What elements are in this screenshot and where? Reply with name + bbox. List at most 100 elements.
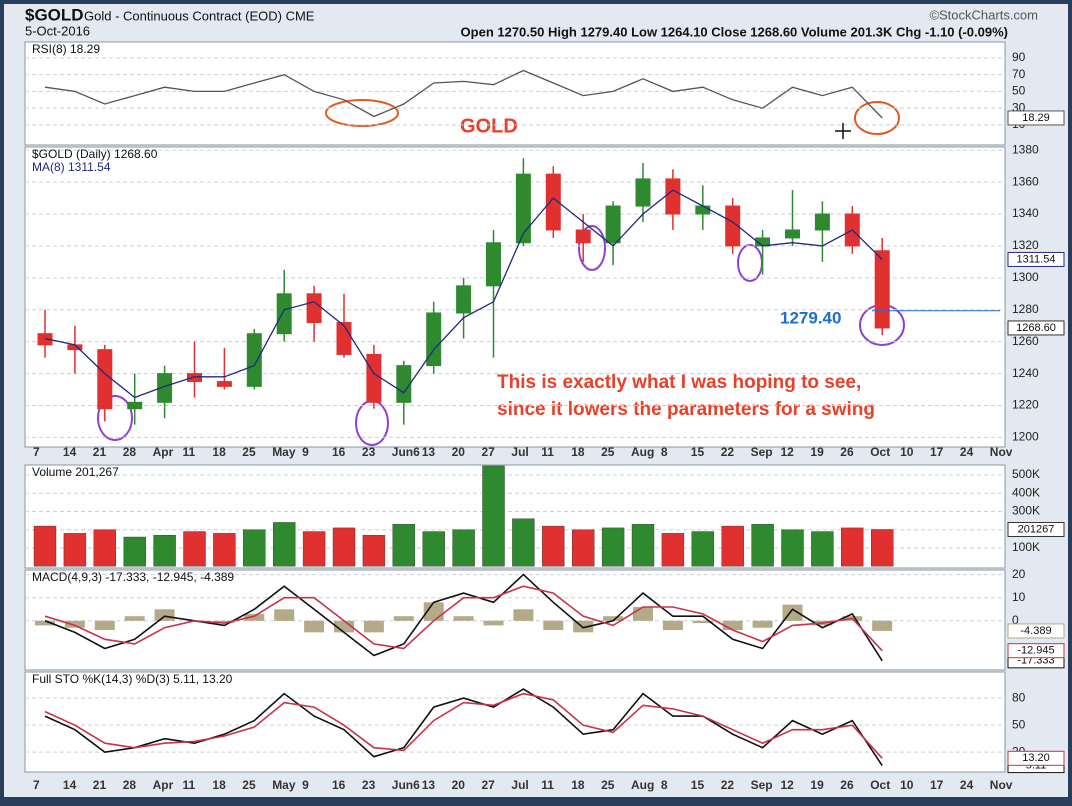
y-tick-label: 1320: [1012, 238, 1039, 252]
candle-body: [366, 353, 382, 403]
x-tick-label: 10: [900, 445, 914, 459]
histogram-bar: [124, 616, 145, 621]
volume-bar: [751, 524, 774, 567]
y-tick-label: 20: [1012, 567, 1026, 581]
x-tick-label: 21: [93, 778, 107, 792]
x-tick-label: 20: [452, 778, 466, 792]
candle-body: [486, 242, 501, 287]
x-tick-label: 12: [781, 778, 795, 792]
y-tick-label: 70: [1012, 67, 1026, 81]
y-tick-label: 50: [1012, 717, 1026, 731]
x-tick-label: 14: [63, 445, 77, 459]
x-tick-label: 12: [781, 445, 795, 459]
histogram-bar: [633, 606, 653, 621]
panel-legend: Full STO %K(14,3) %D(3) 5.11, 13.20: [32, 672, 233, 686]
histogram-bar: [483, 620, 504, 626]
x-tick-label: 11: [183, 445, 196, 459]
y-tick-label: 300K: [1012, 504, 1040, 518]
x-tick-label: 25: [242, 778, 256, 792]
x-tick-label: 16: [332, 445, 346, 459]
candle-body: [426, 312, 442, 367]
volume-bar: [661, 533, 685, 567]
series-line: [44, 585, 883, 652]
x-tick-label: 14: [63, 778, 77, 792]
histogram-bar: [453, 616, 474, 621]
x-tick-label: 22: [721, 445, 735, 459]
histogram-bar: [752, 620, 773, 628]
y-tick-label: 1220: [1012, 398, 1039, 412]
candle-body: [515, 173, 531, 244]
histogram-bar: [244, 613, 265, 621]
x-tick-label: 15: [691, 778, 705, 792]
x-tick-label: 9: [302, 445, 309, 459]
panel-legend: RSI(8) 18.29: [32, 42, 100, 56]
last-value-label: 1268.60: [1016, 322, 1056, 334]
x-tick-label: Sep: [751, 778, 773, 792]
date: 5-Oct-2016: [25, 23, 90, 38]
highlight-circle: [97, 395, 133, 441]
comment-line: since it lowers the parameters for a swi…: [497, 399, 875, 420]
x-tick-label: 18: [571, 445, 585, 459]
histogram-bar: [154, 609, 175, 621]
candle-body: [97, 349, 113, 410]
histogram-bar: [64, 620, 85, 628]
x-tick-label: 22: [721, 778, 735, 792]
candle-body: [216, 381, 232, 387]
histogram-bar: [603, 616, 624, 621]
x-tick-label: 19: [810, 778, 824, 792]
y-tick-label: 0: [1012, 613, 1019, 627]
x-tick-label: 18: [212, 778, 226, 792]
volume-bar: [93, 529, 117, 567]
histogram-bar: [692, 620, 713, 624]
x-tick-label: 11: [541, 778, 554, 792]
x-tick-label: Oct: [870, 778, 890, 792]
panel-legend: MACD(4,9,3) -17.333, -12.945, -4.389: [32, 570, 234, 584]
x-tick-label: May: [272, 778, 296, 792]
volume-bar: [871, 529, 894, 567]
y-tick-label: 50: [1012, 84, 1026, 98]
x-tick-label: 24: [960, 778, 974, 792]
volume-bar: [422, 531, 445, 567]
x-tick-label: 23: [362, 445, 376, 459]
volume-bar: [781, 529, 804, 567]
volume-bar: [213, 533, 236, 567]
volume-bar: [332, 527, 356, 567]
volume-bar: [691, 531, 714, 567]
volume-bar: [452, 529, 475, 567]
histogram-bar: [94, 620, 115, 631]
volume-bar: [601, 527, 625, 567]
candle-body: [695, 205, 711, 215]
x-tick-label: Aug: [631, 778, 654, 792]
y-tick-label: 1240: [1012, 366, 1039, 380]
last-value-label: -12.945: [1017, 645, 1054, 657]
volume-bar: [123, 536, 146, 567]
x-tick-label: May: [272, 445, 296, 459]
x-tick-label: 13: [422, 778, 436, 792]
y-tick-label: 400K: [1012, 485, 1040, 499]
last-value-label: 1311.54: [1017, 253, 1056, 265]
x-tick-label: Oct: [870, 445, 890, 459]
y-tick-label: 1360: [1012, 174, 1039, 188]
histogram-bar: [662, 620, 683, 631]
x-tick-label: 10: [900, 778, 914, 792]
volume-bar: [482, 465, 505, 567]
x-tick-label: 25: [242, 445, 256, 459]
volume-bar: [811, 531, 834, 567]
volume-bar: [512, 518, 535, 567]
candle-body: [246, 333, 262, 387]
y-tick-label: 1300: [1012, 270, 1039, 284]
volume-bar: [243, 529, 266, 567]
histogram-bar: [543, 620, 564, 631]
series-line: [44, 69, 883, 119]
y-tick-label: 90: [1012, 50, 1026, 64]
histogram-bar: [363, 620, 384, 633]
candle-body: [456, 285, 472, 314]
series-line: [44, 692, 883, 759]
series-line: [44, 189, 883, 399]
y-tick-label: 500K: [1012, 467, 1040, 481]
x-tick-label: 15: [691, 445, 705, 459]
x-tick-label: Nov: [990, 445, 1013, 459]
last-value-label: 13.20: [1022, 752, 1050, 764]
y-tick-label: 1200: [1012, 430, 1039, 444]
